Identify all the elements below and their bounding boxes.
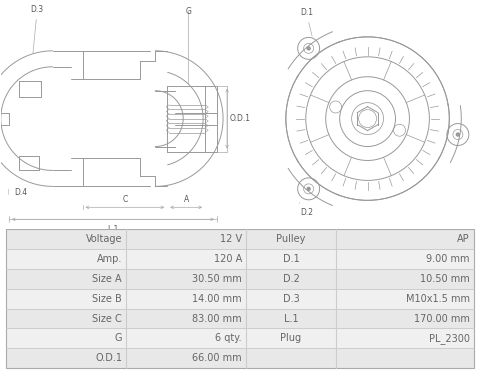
- Text: 10.50 mm: 10.50 mm: [420, 274, 470, 284]
- Bar: [6, 289, 474, 309]
- Text: Plug: Plug: [280, 334, 301, 343]
- Text: D.1: D.1: [300, 8, 313, 36]
- Text: M10x1.5 mm: M10x1.5 mm: [406, 294, 470, 304]
- Text: O.D.1: O.D.1: [95, 353, 122, 363]
- Text: O.D.1: O.D.1: [230, 114, 251, 123]
- Text: Pulley: Pulley: [276, 234, 306, 244]
- Text: D.1: D.1: [283, 254, 300, 264]
- Bar: [6, 309, 474, 329]
- Bar: [6, 249, 474, 269]
- Text: 12 V: 12 V: [220, 234, 242, 244]
- Text: PL_2300: PL_2300: [429, 333, 470, 344]
- Text: D.3: D.3: [31, 5, 44, 53]
- Text: AP: AP: [457, 234, 470, 244]
- Bar: [6, 229, 474, 249]
- Circle shape: [456, 133, 459, 136]
- Text: L.1: L.1: [107, 225, 119, 234]
- Text: 66.00 mm: 66.00 mm: [192, 353, 242, 363]
- Bar: [6, 348, 474, 368]
- Text: C: C: [122, 195, 128, 204]
- Circle shape: [307, 187, 310, 190]
- Text: G: G: [115, 334, 122, 343]
- Bar: [6, 329, 474, 348]
- Text: Size B: Size B: [92, 294, 122, 304]
- Text: 83.00 mm: 83.00 mm: [192, 314, 242, 323]
- Text: 6 qty.: 6 qty.: [216, 334, 242, 343]
- Text: 9.00 mm: 9.00 mm: [427, 254, 470, 264]
- Text: Size C: Size C: [92, 314, 122, 323]
- Text: Amp.: Amp.: [96, 254, 122, 264]
- Text: D.2: D.2: [300, 203, 313, 217]
- Text: Size A: Size A: [92, 274, 122, 284]
- Text: 30.50 mm: 30.50 mm: [192, 274, 242, 284]
- Text: 120 A: 120 A: [214, 254, 242, 264]
- Text: D.4: D.4: [15, 188, 28, 197]
- Text: D.3: D.3: [283, 294, 300, 304]
- Text: 14.00 mm: 14.00 mm: [192, 294, 242, 304]
- Text: 170.00 mm: 170.00 mm: [414, 314, 470, 323]
- Text: G: G: [185, 7, 191, 16]
- Text: D.2: D.2: [283, 274, 300, 284]
- Circle shape: [307, 47, 310, 50]
- Text: Voltage: Voltage: [85, 234, 122, 244]
- Bar: [6, 269, 474, 289]
- Text: A: A: [183, 195, 189, 204]
- Text: L.1: L.1: [284, 314, 298, 323]
